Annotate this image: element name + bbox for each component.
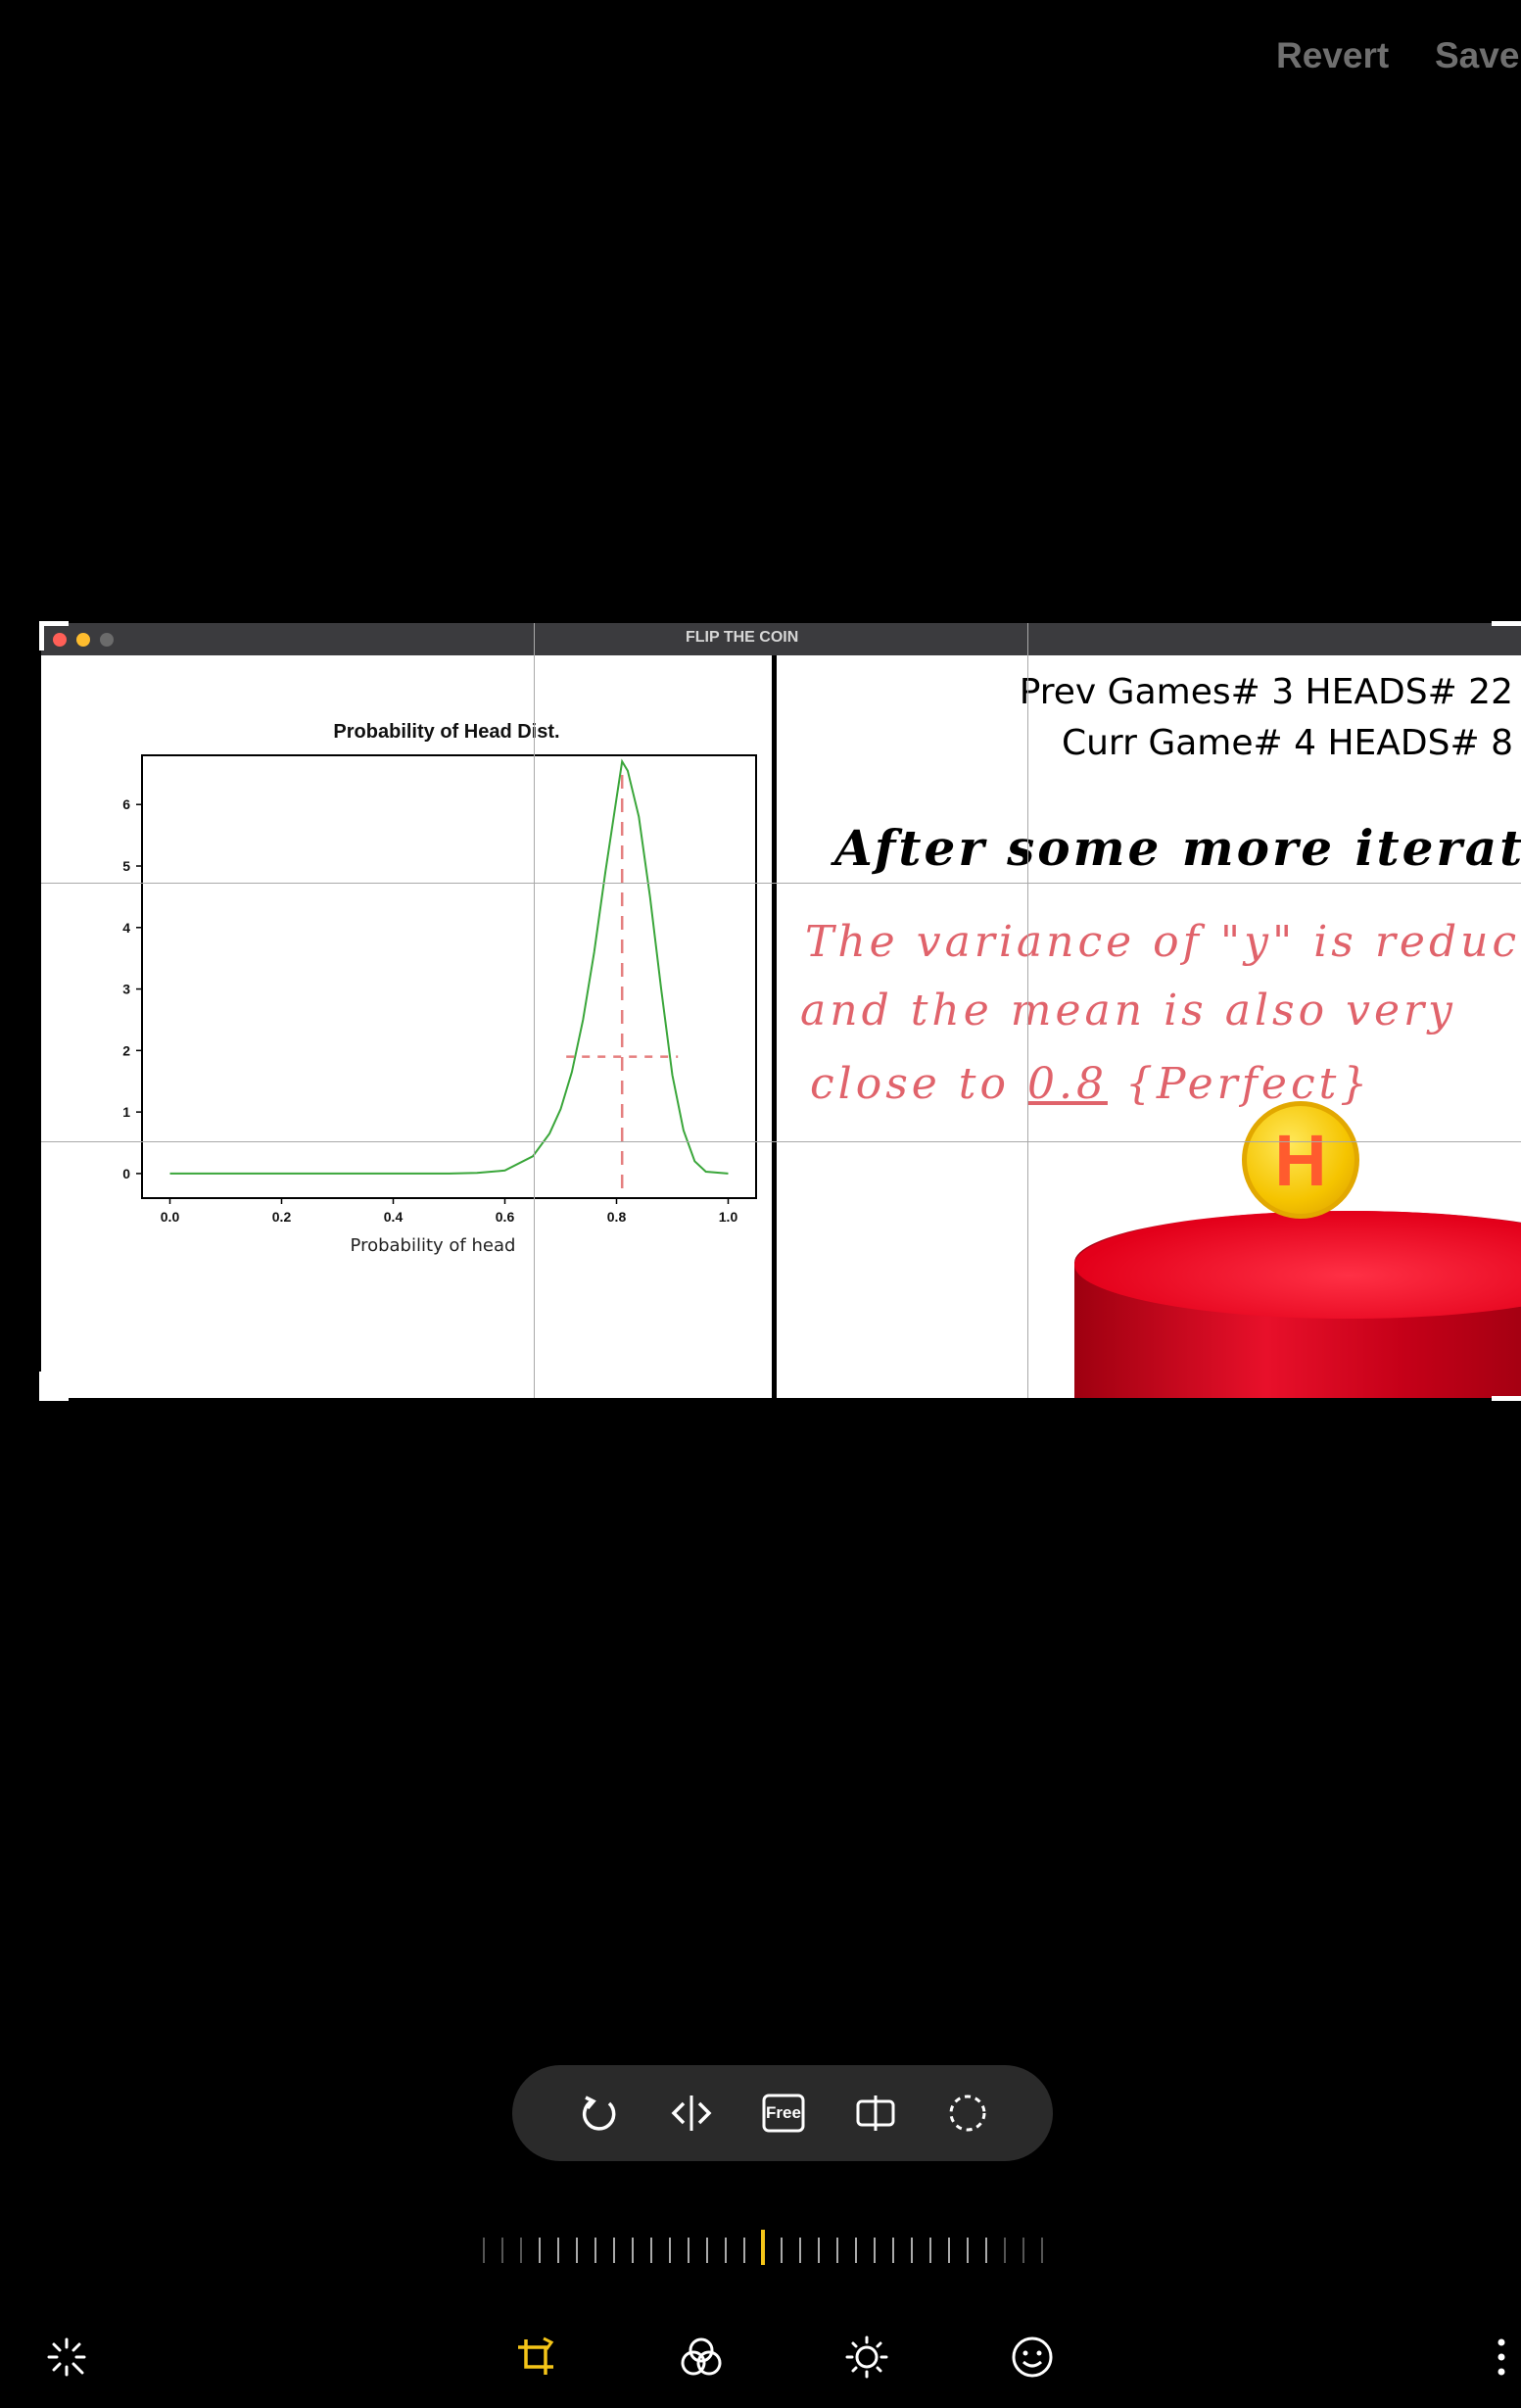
aspect-ratio-button[interactable]: [846, 2084, 905, 2143]
crop-handle-bottom-left[interactable]: [39, 1396, 69, 1401]
density-curve: [169, 758, 729, 1175]
crop-tab[interactable]: [506, 2328, 565, 2386]
x-axis-label: Probability of head: [351, 1235, 516, 1256]
sticker-tab[interactable]: [1003, 2328, 1062, 2386]
annotation-close-to: close to: [810, 1059, 1027, 1109]
crop-handle-top-right[interactable]: [1492, 621, 1521, 626]
prev-games-readout: Prev Games# 3 HEADS# 22: [1019, 672, 1513, 712]
save-button[interactable]: Save: [1435, 35, 1520, 75]
zoom-dot-icon: [100, 633, 114, 647]
flip-horizontal-icon: [671, 2095, 712, 2131]
x-tick-label: 0.0: [161, 1209, 180, 1225]
chart-title: Probability of Head Dist.: [333, 721, 559, 743]
y-tick-label: 2: [122, 1042, 130, 1058]
rotate-button[interactable]: [570, 2084, 629, 2143]
free-ratio-icon: [762, 2094, 805, 2133]
free-ratio-button[interactable]: Free: [754, 2084, 813, 2143]
annotation-line-1: After some more iteration,: [834, 819, 1521, 877]
probability-chart: Probability of Head Dist. 0 1 2 3 4 5 6 0.0 0.2…: [122, 721, 757, 1256]
more-icon: [1497, 2338, 1505, 2376]
free-ratio-label: Free: [766, 2103, 801, 2122]
crop-handle-top-left[interactable]: [39, 621, 44, 650]
sticker-icon: [1012, 2336, 1053, 2378]
annotation-line-2: The variance of "y" is reduced: [805, 917, 1521, 967]
brightness-tab[interactable]: [837, 2328, 896, 2386]
auto-enhance-tab[interactable]: [37, 2328, 96, 2386]
annotation-line-3: and the mean is also very: [800, 986, 1456, 1035]
y-tick-label: 1: [122, 1104, 130, 1120]
x-tick-label: 0.6: [496, 1209, 515, 1225]
y-tick-label: 4: [122, 920, 130, 936]
y-tick-label: 0: [122, 1166, 130, 1181]
edited-image[interactable]: FLIP THE COIN Probability of Head Dist. …: [41, 623, 1521, 1398]
x-tick-label: 0.2: [272, 1209, 292, 1225]
filter-tab[interactable]: [672, 2328, 731, 2386]
window-titlebar: FLIP THE COIN: [41, 623, 1521, 655]
plot-frame: [141, 754, 757, 1199]
crop-tools: Free: [512, 2065, 1053, 2161]
lasso-icon: [949, 2095, 986, 2132]
x-tick-label: 0.8: [607, 1209, 627, 1225]
crop-grid-line: [41, 883, 1521, 884]
y-tick-label: 6: [122, 796, 130, 812]
annotation-perfect: {Perfect}: [1107, 1059, 1372, 1109]
window-title: FLIP THE COIN: [686, 629, 799, 646]
close-dot-icon: [53, 633, 67, 647]
straighten-dial[interactable]: [480, 2226, 1068, 2275]
y-tick-label: 3: [122, 982, 130, 997]
annotation-mean-value: 0.8: [1026, 1059, 1108, 1109]
crop-icon: [518, 2336, 554, 2375]
curr-game-readout: Curr Game# 4 HEADS# 8: [1061, 723, 1513, 763]
crop-grid-line: [41, 1141, 1521, 1142]
flip-button[interactable]: [662, 2084, 721, 2143]
revert-button[interactable]: Revert: [1276, 35, 1390, 75]
x-tick-label: 0.4: [384, 1209, 404, 1225]
more-options-button[interactable]: [1472, 2328, 1521, 2386]
crop-handle-bottom-left[interactable]: [39, 1372, 44, 1401]
lasso-button[interactable]: [938, 2084, 997, 2143]
filter-icon: [681, 2337, 722, 2376]
aspect-ratio-icon: [856, 2095, 895, 2131]
annotation-line-4: close to 0.8 {Perfect}: [810, 1059, 1371, 1109]
red-cup-top: [1074, 1211, 1521, 1319]
x-tick-label: 1.0: [719, 1209, 738, 1225]
brightness-icon: [845, 2336, 888, 2379]
rotate-icon: [582, 2095, 616, 2131]
y-tick-label: 5: [122, 858, 130, 874]
minimize-dot-icon: [76, 633, 90, 647]
coin-heads: H: [1242, 1101, 1359, 1219]
crop-handle-bottom-right[interactable]: [1492, 1396, 1521, 1401]
auto-enhance-icon: [47, 2337, 86, 2377]
split-divider: [772, 655, 777, 1398]
crop-grid-line: [1027, 623, 1028, 1398]
crop-grid-line: [534, 623, 535, 1398]
crop-handle-top-left[interactable]: [39, 621, 69, 626]
